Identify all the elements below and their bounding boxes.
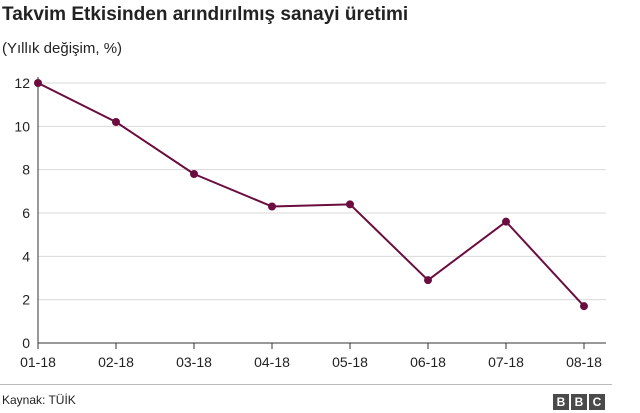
logo-letter: B (553, 394, 569, 410)
y-tick-label: 8 (22, 162, 30, 178)
x-tick-label: 03-18 (176, 354, 212, 370)
y-tick-label: 4 (22, 248, 30, 264)
series-line (37, 82, 585, 307)
logo-letter: C (589, 394, 605, 410)
x-tick-label: 02-18 (98, 354, 134, 370)
x-tick-labels: 01-18 02-18 03-18 04-18 05-18 06-18 07-18 08-18 (20, 354, 602, 370)
source-note: Kaynak: TÜİK (2, 393, 76, 407)
x-tick-label: 05-18 (332, 354, 368, 370)
y-tick-label: 0 (22, 335, 30, 351)
logo-letter: B (571, 394, 587, 410)
data-point (268, 202, 276, 211)
y-tick-label: 12 (14, 75, 30, 91)
data-point (424, 276, 432, 285)
data-point (34, 79, 42, 87)
data-point (502, 217, 510, 226)
data-point (112, 118, 120, 126)
x-tick-label: 04-18 (254, 354, 290, 370)
x-tick-label: 08-18 (566, 354, 602, 370)
data-point (580, 302, 588, 311)
y-tick-label: 6 (22, 205, 30, 221)
x-tick-label: 06-18 (410, 354, 446, 370)
y-tick-label: 10 (14, 118, 30, 134)
x-tick-label: 01-18 (20, 354, 56, 370)
footer-divider (0, 384, 612, 385)
data-point (190, 170, 198, 178)
y-tick-label: 2 (22, 292, 30, 308)
line-chart: 0 2 4 6 8 10 12 01-18 02-18 03-18 04-18 05-18 06-18… (14, 75, 606, 370)
data-point (346, 200, 354, 209)
series-line-path (37, 82, 585, 307)
chart-subtitle: (Yıllık değişim, %) (2, 40, 123, 57)
x-tick-label: 07-18 (488, 354, 524, 370)
gridlines (37, 77, 606, 349)
bbc-logo: B B C (553, 394, 605, 410)
data-points (34, 79, 588, 311)
chart-title: Takvim Etkisinden arındırılmış sanayi ür… (2, 4, 409, 25)
y-tick-labels: 0 2 4 6 8 10 12 (14, 75, 30, 351)
